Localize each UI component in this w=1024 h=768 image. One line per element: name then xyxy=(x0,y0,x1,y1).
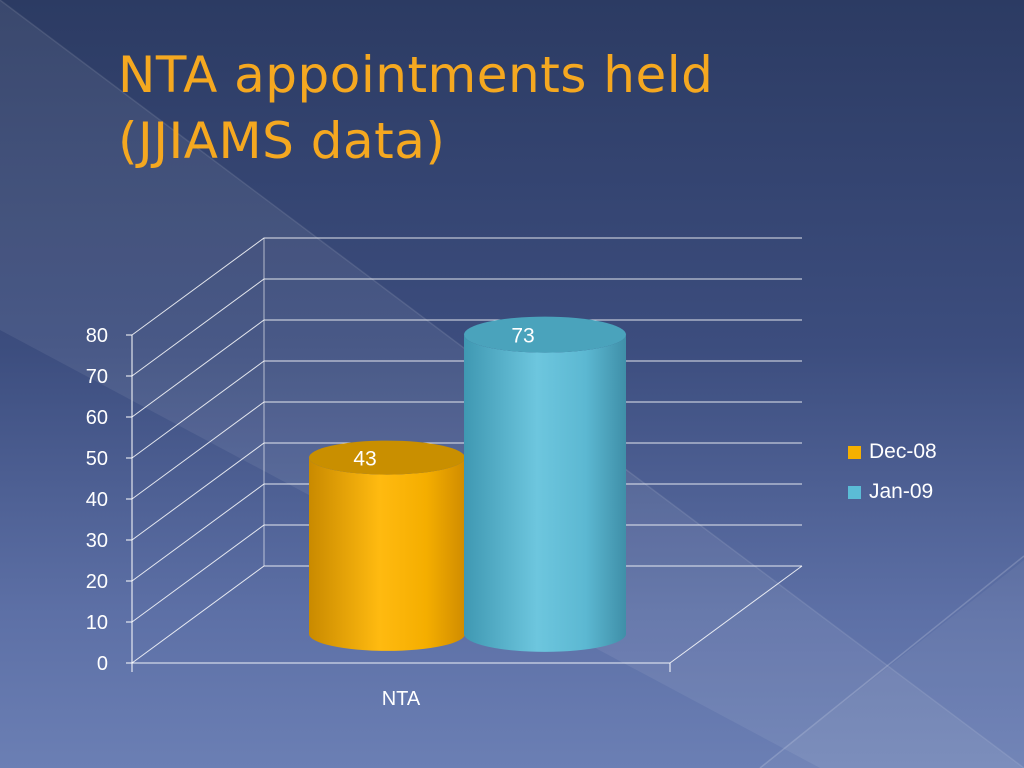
bar-top-series-0 xyxy=(309,440,465,475)
legend-swatch-series-1 xyxy=(848,485,861,499)
legend-item-series-1: Jan-09 xyxy=(848,472,937,512)
y-tick-label-80: 80 xyxy=(86,325,108,347)
legend-item-series-0: Dec-08 xyxy=(848,432,937,472)
data-label-series-1: 73 xyxy=(511,325,534,348)
y-tick-label-60: 60 xyxy=(86,407,108,429)
legend-label-series-0: Dec-08 xyxy=(869,440,937,463)
y-tick-label-30: 30 xyxy=(86,530,108,552)
y-tick-label-10: 10 xyxy=(86,612,108,634)
slide-title: NTA appointments held (JJIAMS data) xyxy=(118,42,938,174)
y-tick-label-20: 20 xyxy=(86,571,108,593)
data-label-series-0: 43 xyxy=(353,448,376,471)
legend-swatch-series-0 xyxy=(848,445,861,459)
chart-labels: NTA 43 73 xyxy=(353,325,534,710)
bar-series-0 xyxy=(309,457,465,651)
y-tick-label-40: 40 xyxy=(86,489,108,511)
slide-title-line-1: NTA appointments held xyxy=(118,46,714,104)
slide-title-line-2: (JJIAMS data) xyxy=(118,112,446,170)
chart-bars xyxy=(309,316,626,652)
x-tick-label-0: NTA xyxy=(382,688,421,710)
chart-legend: Dec-08 Jan-09 xyxy=(848,432,937,512)
y-tick-label-0: 0 xyxy=(97,653,108,675)
floor-edge xyxy=(669,565,803,664)
y-tick-label-50: 50 xyxy=(86,448,108,470)
bar-series-1 xyxy=(464,334,626,652)
bar-top-series-1 xyxy=(464,316,626,353)
y-tick-label-70: 70 xyxy=(86,366,108,388)
legend-label-series-1: Jan-09 xyxy=(869,480,934,503)
y-axis: 0 10 20 30 40 50 60 70 80 xyxy=(86,325,671,675)
